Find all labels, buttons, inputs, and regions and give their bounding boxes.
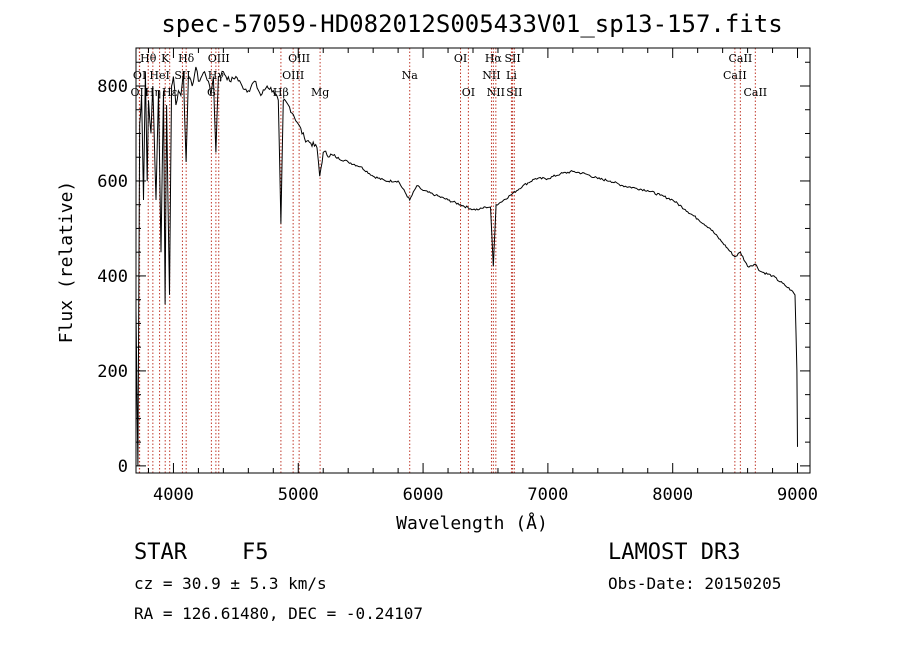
- spectral-line-label: Hδ: [178, 52, 195, 65]
- spectral-line-label: OIII: [208, 52, 230, 65]
- y-axis: 0 200 400 600 800: [97, 61, 810, 477]
- x-tick-label: 9000: [777, 485, 818, 505]
- plot-frame: [135, 47, 811, 474]
- obs-date: Obs-Date: 20150205: [608, 574, 782, 593]
- x-tick-label: 6000: [403, 485, 444, 505]
- spectral-subclass: F5: [242, 540, 269, 565]
- object-class: STAR: [134, 540, 187, 565]
- spectral-line-label: Hβ: [273, 86, 289, 99]
- spectral-line-label: OIII: [282, 69, 304, 82]
- spectral-line-label: OI: [454, 52, 467, 65]
- y-tick-label: 0: [118, 457, 128, 477]
- x-tick-label: 7000: [527, 485, 568, 505]
- spectral-line-label: OI: [133, 69, 146, 82]
- redshift-info: cz = 30.9 ± 5.3 km/s: [134, 574, 327, 593]
- spectral-line-label: SII: [504, 52, 520, 65]
- spectral-line-label: Hθ: [140, 52, 157, 65]
- y-tick-label: 800: [97, 77, 128, 97]
- chart-title: spec-57059-HD082012S005433V01_sp13-157.f…: [161, 10, 782, 38]
- spectral-line-markers: [138, 48, 756, 473]
- x-axis: 4000 5000 6000 7000 8000 9000: [147, 48, 818, 505]
- y-tick-label: 400: [97, 267, 128, 287]
- coordinates: RA = 126.61480, DEC = -0.24107: [134, 604, 423, 623]
- spectral-line-label: NII: [482, 69, 500, 82]
- x-tick-label: 5000: [278, 485, 319, 505]
- y-axis-label: Flux (relative): [56, 181, 77, 344]
- x-tick-label: 8000: [652, 485, 693, 505]
- spectral-line-label: OI: [462, 86, 475, 99]
- x-axis-label: Wavelength (Å): [396, 512, 548, 534]
- y-tick-label: 600: [97, 172, 128, 192]
- spectral-line-label: Mg: [311, 86, 329, 99]
- spectral-line-label: Hε: [162, 86, 178, 99]
- spectral-line-label: HeI: [149, 69, 169, 82]
- spectral-line-label: OIII: [288, 52, 310, 65]
- spectral-line-label: K: [161, 52, 170, 65]
- spectral-line-label: SII: [506, 86, 522, 99]
- spectral-line-label: CaII: [743, 86, 767, 99]
- spectrum-line: [135, 66, 798, 466]
- y-tick-label: 200: [97, 362, 128, 382]
- spectral-line-label: CaII: [723, 69, 747, 82]
- spectral-line-label: NII: [487, 86, 505, 99]
- spectral-line-label: Li: [506, 69, 517, 82]
- x-tick-label: 4000: [153, 485, 194, 505]
- spectral-line-label: CaII: [729, 52, 753, 65]
- spectral-line-label: Hα: [485, 52, 503, 65]
- spectral-line-label: Hγ: [208, 69, 225, 82]
- spectral-line-label: Na: [402, 69, 419, 82]
- survey-name: LAMOST DR3: [608, 540, 741, 565]
- spectral-line-label: SII: [174, 69, 190, 82]
- spectral-line-label: OII: [131, 86, 149, 99]
